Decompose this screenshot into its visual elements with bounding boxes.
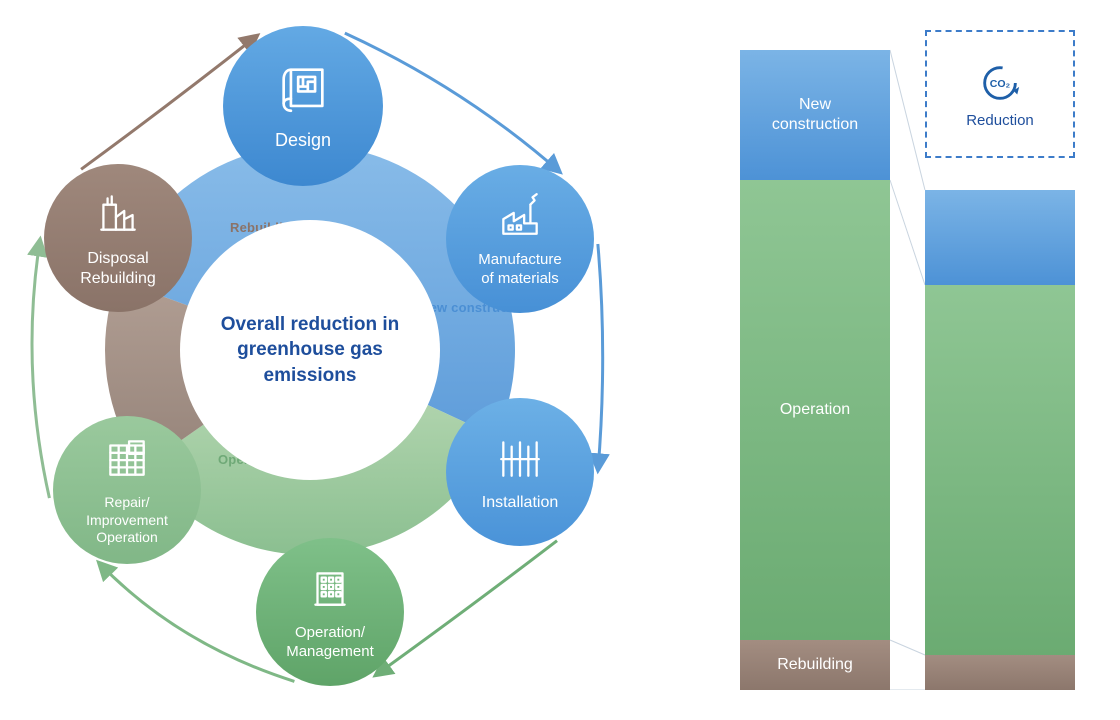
node-label-repair: Repair/ImprovementOperation — [86, 494, 168, 547]
fence-icon — [495, 432, 545, 487]
node-label-manufacture: Manufactureof materials — [478, 251, 561, 289]
right-bar-seg-operation — [925, 285, 1075, 655]
emissions-bars: Newconstruction Operation Rebuilding CO₂ Red… — [700, 30, 1100, 690]
grid-build-icon — [102, 433, 152, 488]
center-text: Overall reduction in greenhouse gas emis… — [210, 312, 410, 389]
right-bar-seg-new-construction — [925, 190, 1075, 285]
node-label-disposal: DisposalRebuilding — [80, 249, 156, 289]
factory-icon — [495, 190, 545, 245]
left-bar-seg-label-operation: Operation — [780, 400, 850, 420]
center-disc: Overall reduction in greenhouse gas emis… — [180, 220, 440, 480]
left-bar-seg-label-rebuilding: Rebuilding — [777, 655, 853, 675]
node-installation: Installation — [446, 398, 594, 546]
right-bar-seg-rebuilding — [925, 655, 1075, 690]
svg-text:CO₂: CO₂ — [990, 77, 1011, 89]
left-bar-seg-new-construction: Newconstruction — [740, 50, 890, 180]
co2-reduction-icon: CO₂ — [977, 60, 1023, 106]
left-bar: Newconstruction Operation Rebuilding — [740, 50, 890, 690]
left-bar-seg-label-new-construction: Newconstruction — [772, 95, 858, 135]
node-design: Design — [223, 26, 383, 186]
blueprint-icon — [274, 60, 332, 123]
node-label-installation: Installation — [482, 493, 559, 513]
node-repair: Repair/ImprovementOperation — [53, 416, 201, 564]
lifecycle-cycle: New constructionOperationRebuildingOvera… — [0, 0, 640, 720]
office-icon — [305, 563, 355, 618]
node-label-design: Design — [275, 129, 331, 152]
node-manufacture: Manufactureof materials — [446, 165, 594, 313]
left-bar-seg-rebuilding: Rebuilding — [740, 640, 890, 690]
reduction-label: Reduction — [966, 112, 1034, 129]
reduction-box: CO₂ Reduction — [925, 30, 1075, 158]
left-bar-seg-operation: Operation — [740, 180, 890, 640]
node-operation: Operation/Management — [256, 538, 404, 686]
demolish-icon — [93, 188, 143, 243]
node-disposal: DisposalRebuilding — [44, 164, 192, 312]
right-bar — [925, 190, 1075, 690]
node-label-operation: Operation/Management — [286, 624, 374, 662]
